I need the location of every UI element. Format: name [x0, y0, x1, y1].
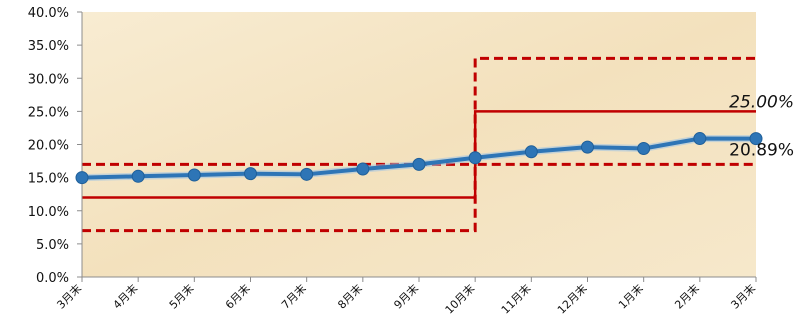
data-point	[300, 167, 314, 181]
x-tick-label: 8月末	[335, 281, 365, 311]
data-point	[524, 145, 538, 159]
y-tick-label: 20.0%	[28, 139, 69, 154]
x-tick-label: 10月末	[442, 281, 477, 316]
y-tick-label: 30.0%	[28, 72, 69, 87]
y-tick-label: 0.0%	[36, 271, 69, 286]
y-tick-label: 40.0%	[28, 6, 69, 21]
x-tick-label: 6月末	[222, 281, 252, 311]
y-tick-label: 5.0%	[36, 238, 69, 253]
x-tick-label: 7月末	[278, 281, 308, 311]
y-tick-label: 25.0%	[28, 105, 69, 120]
reference-line-3	[82, 162, 756, 233]
data-point	[187, 168, 201, 182]
data-point	[749, 132, 763, 146]
annotation-label: 20.89%	[729, 141, 794, 161]
x-tick-label: 4月末	[110, 281, 140, 311]
data-point	[356, 162, 370, 176]
data-point	[468, 151, 482, 165]
x-tick-label: 5月末	[166, 281, 196, 311]
data-point	[581, 140, 594, 154]
annotation-label: 25.00%	[729, 92, 794, 112]
data-point	[244, 167, 257, 181]
x-tick-label: 9月末	[391, 281, 421, 311]
series	[75, 132, 763, 185]
data-point	[412, 157, 426, 171]
reference-line-2	[82, 56, 756, 166]
data-point	[131, 169, 145, 183]
x-tick-label: 2月末	[672, 281, 702, 311]
x-tick-label: 11月末	[498, 281, 533, 316]
x-tick-label: 1月末	[615, 281, 645, 311]
x-tick-label: 3月末	[728, 281, 758, 311]
y-tick-label: 15.0%	[28, 172, 69, 187]
data-point	[637, 141, 651, 155]
x-tick-label: 12月末	[554, 281, 589, 316]
data-point	[693, 132, 707, 146]
y-tick-label: 35.0%	[28, 39, 69, 54]
data-point	[75, 171, 89, 185]
labels: 25.00% 20.89%	[729, 92, 794, 160]
y-tick-label: 10.0%	[28, 205, 69, 220]
